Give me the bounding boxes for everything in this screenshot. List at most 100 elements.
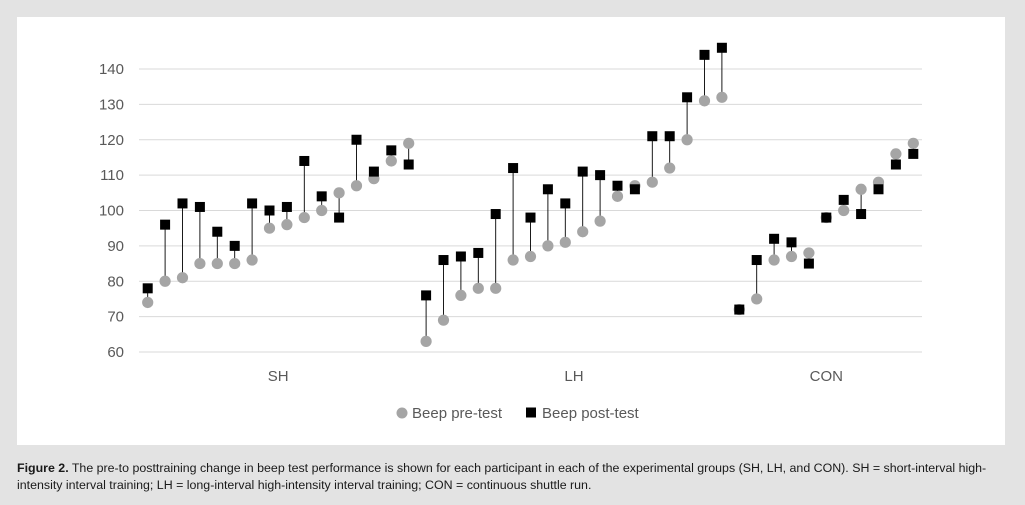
- legend: Beep pre-test Beep post-test: [396, 405, 640, 422]
- pre-test-point: [490, 282, 502, 294]
- pre-test-point: [194, 257, 206, 270]
- pre-test-point: [577, 226, 589, 238]
- figure-caption: Figure 2. The pre-to posttraining change…: [17, 460, 1012, 494]
- pre-test-point: [664, 162, 676, 174]
- post-test-point: [351, 134, 362, 145]
- group-label: SH: [268, 368, 289, 385]
- legend-pre-marker: [396, 407, 408, 419]
- y-tick-label: 130: [99, 96, 124, 113]
- post-test-point: [595, 170, 606, 181]
- post-test-point: [629, 184, 640, 195]
- post-test-point: [194, 201, 205, 212]
- post-test-point: [160, 219, 171, 230]
- pre-test-point: [472, 282, 484, 294]
- pre-test-point: [681, 134, 693, 146]
- pre-test-point: [263, 222, 276, 234]
- post-test-point: [525, 212, 536, 223]
- post-test-point: [890, 159, 901, 170]
- post-test-point: [247, 198, 258, 209]
- post-test-point: [438, 255, 449, 266]
- pre-test-point: [524, 250, 537, 263]
- post-test-point: [421, 290, 432, 301]
- post-test-point: [908, 148, 919, 159]
- pre-test-point: [420, 335, 432, 347]
- post-test-point: [490, 209, 501, 220]
- post-test-point: [508, 163, 519, 174]
- pre-test-point: [403, 137, 415, 149]
- post-test-point: [786, 237, 797, 248]
- pre-test-point: [768, 254, 780, 266]
- y-axis-tick-labels: 60 70 80 90 100 110 120 130 140: [99, 61, 124, 361]
- plot-panel: 60 70 80 90 100 110 120 130 140 SH LH CON Beep pre…: [17, 17, 1005, 445]
- post-test-point: [560, 198, 571, 209]
- pre-test-point: [716, 91, 728, 103]
- pre-test-point: [229, 257, 241, 270]
- post-test-point: [821, 212, 832, 223]
- post-test-point: [281, 201, 292, 212]
- pre-test-point: [751, 293, 763, 305]
- post-test-point: [577, 166, 588, 177]
- post-test-point: [299, 155, 310, 166]
- pre-test-point: [142, 296, 154, 309]
- post-test-point: [769, 233, 780, 244]
- pre-test-point: [298, 211, 310, 224]
- post-test-point: [473, 247, 484, 258]
- post-test-point: [699, 49, 710, 60]
- y-tick-label: 100: [99, 203, 124, 220]
- pre-test-point: [350, 180, 363, 192]
- post-test-markers: [142, 42, 919, 315]
- post-test-point: [542, 184, 553, 195]
- post-test-point: [838, 194, 849, 205]
- post-test-point: [142, 283, 153, 294]
- pre-test-point: [594, 215, 606, 227]
- group-labels: SH LH CON: [268, 368, 843, 385]
- post-test-point: [386, 145, 397, 156]
- post-test-point: [264, 205, 275, 216]
- pre-test-point: [159, 275, 171, 287]
- gridlines: [139, 68, 922, 353]
- post-test-point: [682, 92, 693, 103]
- post-test-point: [803, 258, 814, 269]
- post-test-point: [873, 184, 884, 195]
- legend-post-label: Beep post-test: [542, 405, 640, 422]
- legend-post-marker: [526, 407, 536, 418]
- post-test-point: [751, 255, 762, 266]
- pre-test-point: [785, 250, 798, 263]
- pre-test-point: [437, 314, 450, 326]
- y-tick-label: 140: [99, 61, 124, 78]
- y-tick-label: 80: [107, 273, 124, 290]
- pre-test-point: [455, 289, 467, 301]
- legend-pre-label: Beep pre-test: [412, 405, 503, 422]
- pre-test-point: [838, 204, 850, 217]
- pre-test-point: [559, 236, 571, 248]
- pre-test-point: [176, 272, 189, 284]
- post-test-point: [612, 180, 623, 191]
- pre-test-point: [542, 240, 554, 252]
- caption-lead: Figure 2.: [17, 461, 69, 475]
- post-test-point: [403, 159, 414, 170]
- beep-test-chart: 60 70 80 90 100 110 120 130 140 SH LH CON Beep pre…: [99, 42, 922, 422]
- pre-test-point: [385, 155, 397, 167]
- pre-test-point: [611, 190, 624, 202]
- post-test-point: [212, 226, 223, 237]
- pre-test-point: [211, 257, 223, 270]
- post-test-point: [177, 198, 188, 209]
- change-connectors: [147, 47, 914, 342]
- post-test-point: [334, 212, 345, 223]
- y-tick-label: 90: [107, 238, 124, 255]
- pre-test-point: [507, 254, 519, 266]
- group-label: LH: [564, 368, 583, 385]
- post-test-point: [455, 251, 466, 262]
- pre-test-point: [281, 219, 293, 231]
- post-test-point: [647, 131, 658, 142]
- post-test-point: [229, 240, 240, 251]
- y-tick-label: 120: [99, 132, 124, 149]
- pre-test-point: [246, 254, 258, 266]
- pre-test-point: [803, 247, 815, 259]
- post-test-point: [368, 166, 379, 177]
- pre-test-point: [890, 148, 902, 160]
- post-test-point: [664, 131, 675, 142]
- pre-test-point: [316, 204, 328, 217]
- y-tick-label: 70: [107, 309, 124, 326]
